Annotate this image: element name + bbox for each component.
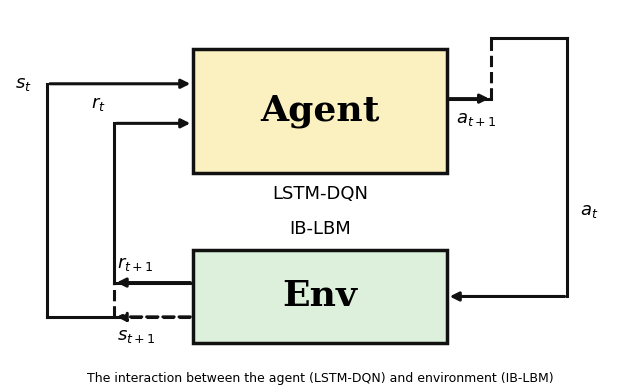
Text: $a_t$: $a_t$ [580,202,598,220]
Text: $s_t$: $s_t$ [15,75,31,93]
Text: Agent: Agent [260,94,380,128]
Text: LSTM-DQN: LSTM-DQN [272,185,368,203]
Text: IB-LBM: IB-LBM [289,220,351,238]
Text: $r_{t+1}$: $r_{t+1}$ [117,255,154,273]
Bar [193,250,447,343]
Text: $a_{t+1}$: $a_{t+1}$ [456,110,497,128]
Text: $s_{t+1}$: $s_{t+1}$ [117,327,156,345]
Bar [193,49,447,173]
Text: $r_t$: $r_t$ [92,94,106,113]
Text: The interaction between the agent (LSTM-DQN) and environment (IB-LBM): The interaction between the agent (LSTM-… [86,372,554,385]
Text: Env: Env [282,279,358,314]
